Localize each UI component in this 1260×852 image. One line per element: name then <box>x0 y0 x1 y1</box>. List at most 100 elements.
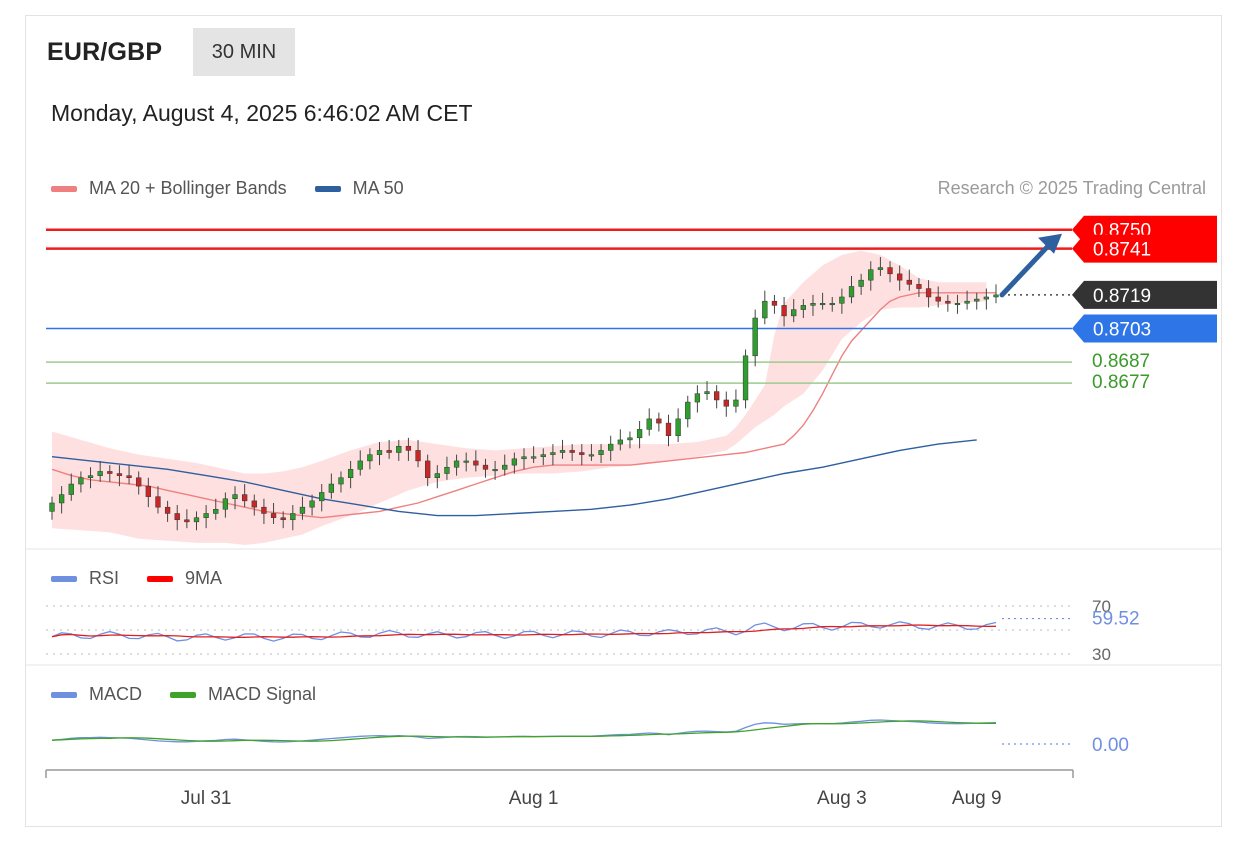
rsi-9ma-line <box>51 624 997 638</box>
candle-body <box>347 469 354 478</box>
candle-body <box>694 393 701 403</box>
rsi-panel: 70 30 59.52 <box>46 597 1140 664</box>
x-tick-label: Aug 1 <box>509 788 559 809</box>
timestamp: Monday, August 4, 2025 6:46:02 AM CET <box>51 100 473 126</box>
rsi-legend: RSI 9MA <box>51 568 250 589</box>
x-tick-label: Aug 9 <box>952 788 1002 809</box>
candle-body <box>540 454 546 457</box>
candle-body <box>155 496 161 508</box>
candle-body <box>193 517 200 523</box>
price-legend: MA 20 + Bollinger Bands MA 50 <box>51 178 432 199</box>
candle-body <box>434 473 440 478</box>
resistance-tag-0.8741 <box>1072 234 1217 263</box>
macd-legend: MACD MACD Signal <box>51 684 344 705</box>
research-credit: Research © 2025 Trading Central <box>937 178 1206 198</box>
candle-body <box>299 506 306 514</box>
x-tick-label: Jul 31 <box>181 788 232 809</box>
candle-body <box>636 429 643 439</box>
candle-body <box>559 450 566 453</box>
candle-body <box>839 296 845 304</box>
macd-signal-swatch <box>170 691 196 698</box>
current-price-tag-text: 0.8719 <box>1093 286 1151 307</box>
candle-body <box>290 513 296 521</box>
candle-body <box>868 269 874 281</box>
moving-averages <box>51 292 996 519</box>
candle-body <box>482 464 489 470</box>
candle-body <box>386 450 392 453</box>
candle-body <box>608 443 614 451</box>
forecast-arrow-head <box>1038 233 1062 254</box>
support-text-0.8677: 0.8677 <box>1092 372 1150 393</box>
x-axis: Jul 31 Aug 1 Aug 3 Aug 9 <box>45 769 1074 809</box>
candle-body <box>68 483 74 495</box>
candle-body <box>367 454 373 462</box>
candle-body <box>974 298 980 302</box>
candle-body <box>733 399 739 407</box>
candle-body <box>579 452 585 455</box>
candle-body <box>906 279 912 285</box>
candle-body <box>598 450 604 455</box>
candle-body <box>376 450 383 455</box>
macd-value: 0.00 <box>1092 735 1129 756</box>
chart-card <box>25 15 1222 827</box>
candle-body <box>511 458 518 466</box>
resistance-tag-text-0.8741: 0.8741 <box>1093 240 1151 261</box>
candle-body <box>222 498 229 510</box>
candle-body <box>656 418 662 424</box>
candles <box>49 257 999 531</box>
candle-body <box>145 485 151 497</box>
symbol-title: EUR/GBP <box>47 38 163 66</box>
candle-body <box>232 494 238 500</box>
macd-swatch <box>51 691 77 698</box>
price-levels <box>46 228 1072 384</box>
candle-body <box>492 469 498 472</box>
candle-body <box>993 294 999 298</box>
candle-body <box>829 303 835 306</box>
legend-ma20-label: MA 20 + Bollinger Bands <box>89 178 287 198</box>
candle-body <box>887 267 893 275</box>
pivot-tag <box>1072 314 1217 343</box>
candle-body <box>309 500 315 508</box>
candle-body <box>396 445 402 453</box>
candle-body <box>174 513 180 521</box>
candle-body <box>723 399 729 407</box>
candle-body <box>800 305 806 310</box>
candle-body <box>164 506 171 514</box>
candle-body <box>116 473 123 476</box>
candle-body <box>49 502 55 512</box>
candle-body <box>935 296 941 302</box>
candle-body <box>858 279 864 287</box>
candle-body <box>704 391 710 394</box>
candle-body <box>530 456 537 459</box>
candle-body <box>521 456 527 460</box>
candle-body <box>897 273 903 281</box>
candle-body <box>781 305 787 317</box>
candle-body <box>203 513 209 518</box>
candle-body <box>569 450 575 453</box>
candle-body <box>270 513 277 518</box>
candle-body <box>357 460 363 470</box>
bollinger-band <box>52 250 987 545</box>
candle-body <box>588 454 595 457</box>
candle-body <box>425 460 431 478</box>
rsi-swatch <box>51 575 77 582</box>
candle-body <box>819 303 826 306</box>
candle-body <box>877 267 884 270</box>
ma50-line <box>51 439 977 517</box>
legend-macd-label: MACD <box>89 684 142 704</box>
macd-panel: 0.00 <box>51 719 1129 756</box>
candle-body <box>87 475 94 478</box>
pivot-tag-text: 0.8703 <box>1093 320 1151 341</box>
candle-body <box>415 450 421 462</box>
candle-body <box>261 506 267 514</box>
candle-body <box>280 517 286 521</box>
forecast-arrow <box>999 233 1062 298</box>
candle-body <box>184 519 190 523</box>
candle-body <box>685 401 691 420</box>
candle-body <box>848 286 855 298</box>
candle-body <box>810 303 816 306</box>
timeframe-badge[interactable]: 30 MIN <box>193 28 295 76</box>
candle-body <box>319 492 325 502</box>
